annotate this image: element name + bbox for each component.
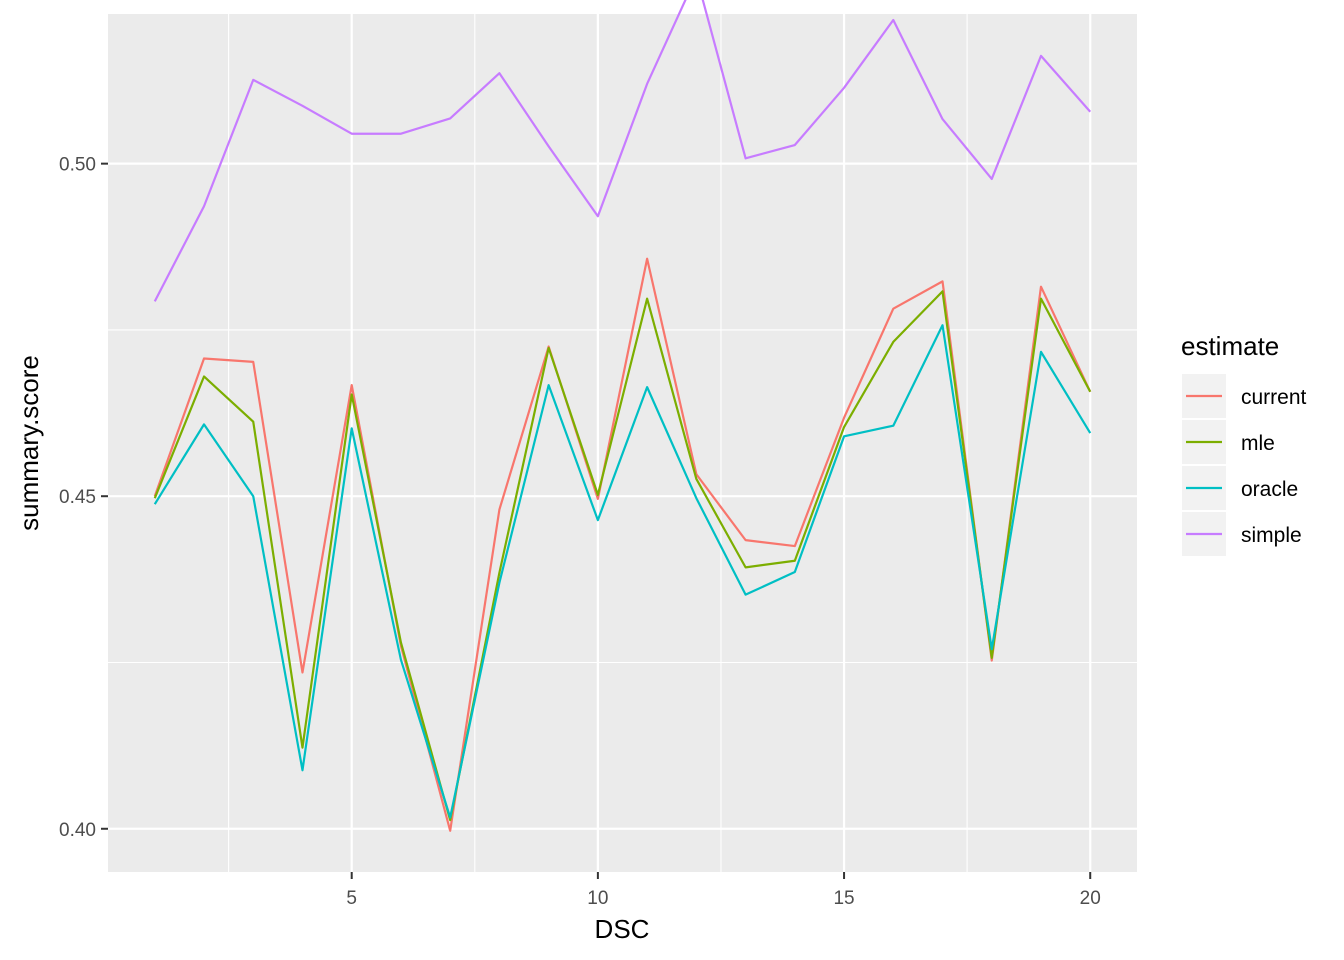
plot-panel (108, 14, 1137, 872)
y-tick-label: 0.50 (59, 155, 96, 176)
y-axis: 0.40 0.45 0.50 (59, 155, 108, 841)
y-axis-title: summary.score (14, 355, 44, 531)
legend: estimate current mle oracle simple (1181, 331, 1307, 556)
x-tick-label: 15 (833, 888, 854, 909)
legend-title: estimate (1181, 331, 1279, 361)
x-tick-label: 10 (587, 888, 608, 909)
legend-label: current (1241, 386, 1307, 409)
legend-label: simple (1241, 524, 1302, 547)
y-tick-label: 0.40 (59, 820, 96, 841)
x-tick-label: 20 (1080, 888, 1101, 909)
legend-item-mle: mle (1182, 420, 1275, 464)
legend-label: mle (1241, 432, 1275, 455)
legend-item-simple: simple (1182, 512, 1302, 556)
legend-item-oracle: oracle (1182, 466, 1298, 510)
legend-label: oracle (1241, 478, 1298, 501)
series-line-simple (153, 0, 1092, 302)
series-line-oracle (153, 324, 1092, 819)
major-gridlines (108, 14, 1137, 872)
series-line-mle (153, 290, 1092, 822)
legend-item-current: current (1182, 374, 1307, 418)
x-axis: 5 10 15 20 (346, 872, 1101, 909)
y-tick-label: 0.45 (59, 487, 96, 508)
x-axis-title: DSC (595, 914, 650, 944)
x-tick-label: 5 (346, 888, 357, 909)
series-lines (153, 0, 1092, 832)
legend-items: current mle oracle simple (1182, 374, 1307, 556)
series-line-current (153, 257, 1092, 832)
minor-gridlines (108, 14, 1137, 872)
